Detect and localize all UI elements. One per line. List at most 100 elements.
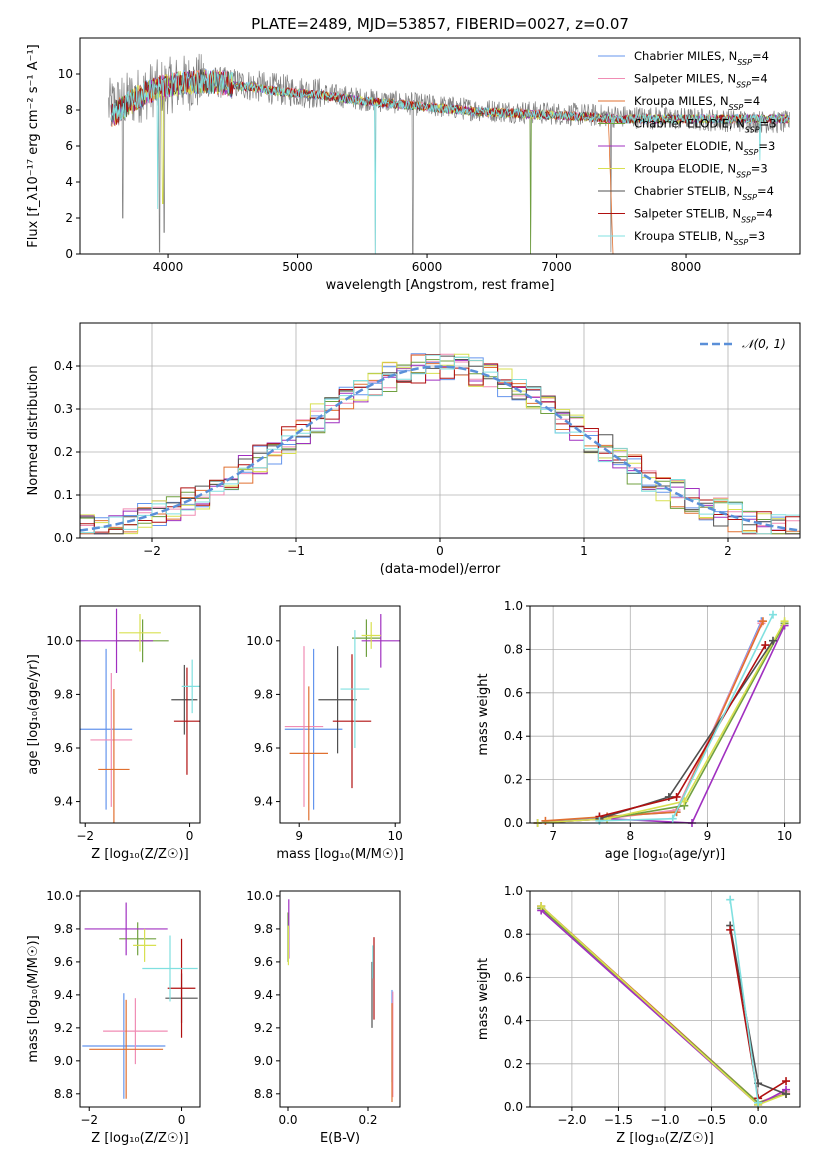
point-5 [133, 928, 157, 962]
legend-subscript: SSP [742, 193, 757, 202]
x-tick-label: −2.0 [557, 1113, 586, 1127]
x-tick-label: 8000 [671, 260, 702, 274]
x-axis-label: E(B-V) [320, 1131, 360, 1146]
y-tick-label: 1.0 [504, 599, 523, 613]
x-tick-label: −1 [287, 544, 305, 558]
series-line-8 [729, 899, 759, 1103]
y-tick-label: 0.2 [54, 445, 73, 459]
y-tick-label: 2 [65, 211, 73, 225]
x-axis-label: Z [log₁₀(Z/Z☉)] [91, 847, 188, 862]
legend: Chabrier MILES, NSSP=4 Salpeter MILES, NS… [598, 49, 776, 247]
legend-subscript: SSP [736, 80, 751, 89]
x-tick-label: 9 [704, 829, 712, 843]
series-line-8 [599, 614, 774, 822]
y-axis-label: mass weight [476, 673, 491, 755]
legend-value: =3 [760, 117, 777, 131]
y-tick-label: 9.6 [254, 741, 273, 755]
axes-frame [79, 605, 201, 824]
x-tick-label: −1.0 [650, 1113, 679, 1127]
x-tick-label: 10 [388, 829, 403, 843]
plot-area [80, 608, 200, 823]
legend-label-7: Salpeter STELIB, NSSP=4 [634, 207, 773, 225]
x-axis-label: Z [log₁₀(Z/Z☉)] [91, 1131, 188, 1146]
y-axis-label: Flux [f_λ10⁻¹⁷ erg cm⁻² s⁻¹ A⁻¹] [26, 44, 41, 248]
point-8 [181, 659, 200, 714]
x-tick-label: 10 [777, 829, 792, 843]
legend-label-1: Salpeter MILES, NSSP=4 [634, 72, 768, 90]
legend-subscript: SSP [737, 58, 752, 67]
gaussian-curve [80, 365, 800, 532]
y-tick-label: 8.8 [254, 1087, 273, 1101]
y-tick-label: 6 [65, 139, 73, 153]
legend-label-4: Salpeter ELODIE, NSSP=3 [634, 139, 775, 157]
panel-mass_vs_Z: −2 0 8.8 9.0 9.2 9.4 9.6 9.8 10.0 Z [log₁₀(Z/Z☉)]… [26, 889, 201, 1146]
y-tick-label: 0.8 [504, 927, 523, 941]
panel-age_vs_Z: −2 0 9.4 9.6 9.8 10.0 Z [log₁₀(Z/Z☉)] age [log₁… [26, 605, 201, 862]
series-marker-5 [780, 617, 789, 626]
y-axis-label: mass [log₁₀(M/M☉)] [26, 935, 41, 1062]
series-marker-8 [754, 1098, 763, 1107]
y-tick-label: 10.0 [46, 889, 73, 903]
point-7 [173, 667, 200, 775]
series-marker-8 [668, 814, 677, 823]
legend-subscript: SSP [741, 215, 756, 224]
legend-subscript: SSP [745, 125, 760, 134]
panel-mass_vs_ebv: 0.0 0.2 8.8 9.0 9.2 9.4 9.6 9.8 10.0 E(B-V) [246, 889, 401, 1146]
y-tick-label: 10.0 [46, 634, 73, 648]
point-7 [167, 938, 196, 1038]
point-1 [90, 672, 133, 807]
x-tick-label: 9 [295, 829, 303, 843]
point-1 [284, 646, 324, 807]
x-tick-label: 7000 [541, 260, 572, 274]
series-marker-2 [541, 816, 550, 825]
panel-weight_vs_age: 7 8 9 10 0.0 0.2 0.4 0.6 0.8 1.0 age [log₁₀(age/yr… [476, 599, 801, 862]
point-3 [119, 922, 157, 956]
point-8 [142, 935, 198, 1002]
point-2 [98, 689, 130, 823]
legend-label-5: Kroupa ELODIE, NSSP=3 [634, 162, 768, 180]
series-line-1 [540, 907, 787, 1104]
x-tick-label: 0.0 [278, 1113, 297, 1127]
point-4 [84, 902, 168, 956]
point-0 [80, 648, 133, 810]
point-0 [82, 993, 166, 1099]
legend-value: =4 [757, 184, 774, 198]
legend-value: =4 [752, 49, 769, 63]
y-tick-label: 8 [65, 103, 73, 117]
series-marker-7 [761, 641, 770, 650]
legend-value: =4 [756, 207, 773, 221]
series-line-3 [540, 907, 787, 1104]
x-tick-label: 8 [626, 829, 634, 843]
point-5 [119, 614, 161, 652]
x-axis-label: (data-model)/error [380, 562, 501, 577]
y-tick-label: 0.2 [504, 773, 523, 787]
axes-frame [529, 605, 801, 824]
plot-area [284, 614, 400, 821]
panel-weight_vs_Z: −2.0 −1.5 −1.0 −0.5 0.0 0.0 0.2 0.4 0.6 0.8 1.0 Z [… [476, 884, 801, 1146]
point-6 [318, 646, 357, 754]
y-axis-label: mass weight [476, 958, 491, 1040]
x-tick-label: −2 [80, 1113, 98, 1127]
series-marker-7 [726, 925, 735, 934]
y-tick-label: 0.0 [54, 531, 73, 545]
legend-label-3: Chabrier ELODIE, NSSP=3 [634, 117, 776, 135]
panel-spectrum: Chabrier MILES, NSSP=4 Salpeter MILES, NS… [26, 37, 801, 293]
y-tick-label: 9.0 [254, 1054, 273, 1068]
y-tick-label: 9.8 [54, 687, 73, 701]
x-tick-label: 5000 [282, 260, 313, 274]
y-tick-label: 0.0 [504, 1100, 523, 1114]
x-axis-label: Z [log₁₀(Z/Z☉)] [616, 1131, 713, 1146]
x-tick-label: 2 [724, 544, 732, 558]
y-tick-label: 1.0 [504, 884, 523, 898]
y-tick-label: 9.2 [54, 1021, 73, 1035]
series-line-5 [540, 905, 787, 1106]
legend-value: =3 [751, 162, 768, 176]
x-tick-label: 0 [186, 829, 194, 843]
y-tick-label: 9.4 [254, 988, 273, 1002]
series-marker-7 [782, 1077, 791, 1086]
plot-area [108, 53, 790, 254]
y-tick-label: 4 [65, 175, 73, 189]
y-tick-label: 9.2 [254, 1021, 273, 1035]
x-tick-label: −0.5 [697, 1113, 726, 1127]
plot-area [80, 353, 800, 538]
